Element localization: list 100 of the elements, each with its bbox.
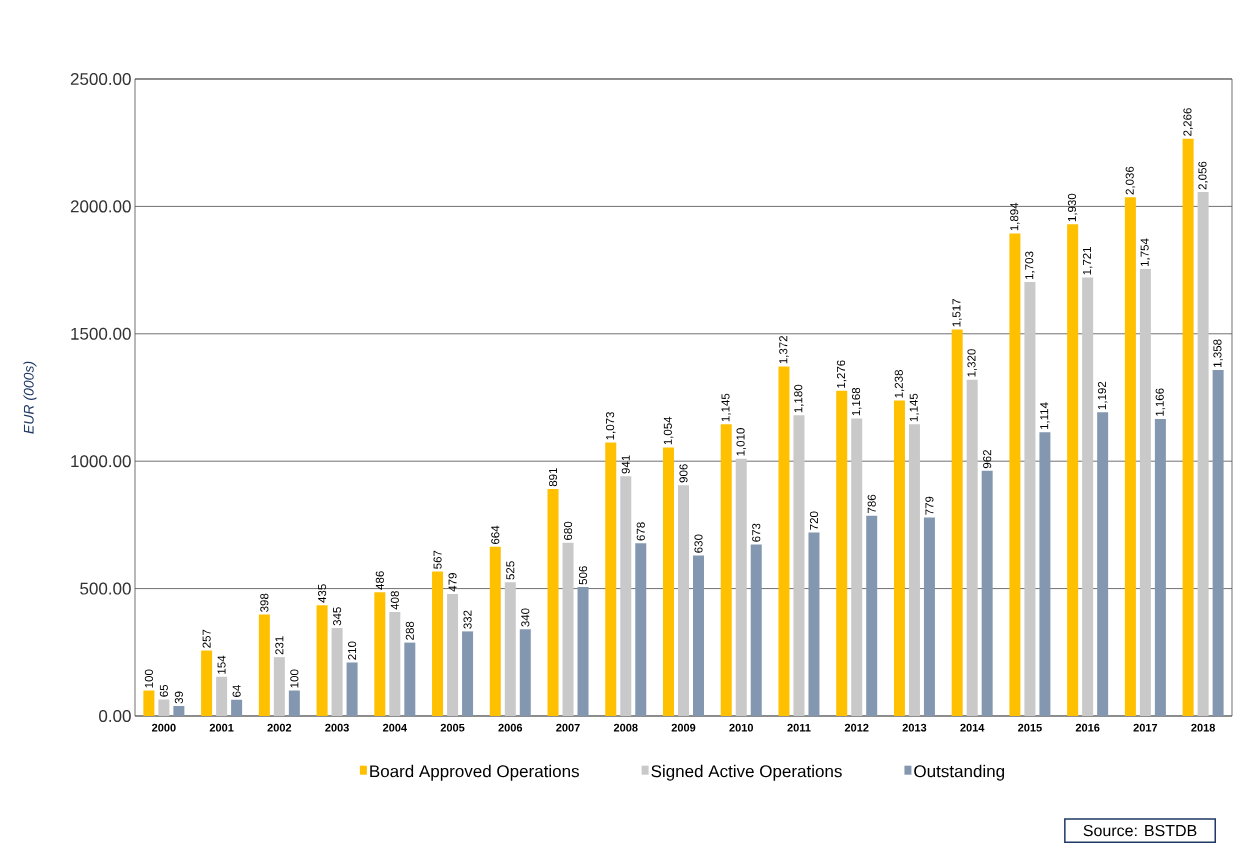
bar — [173, 706, 185, 716]
bar — [432, 571, 444, 716]
bar — [981, 470, 993, 716]
data-label: 1,145 — [721, 393, 731, 422]
data-label: 64 — [232, 685, 241, 697]
data-label: 398 — [260, 593, 269, 612]
source-note: Source: BSTDB — [1083, 824, 1197, 837]
x-tick-label: 2018 — [1191, 723, 1215, 732]
data-label: 1,930 — [1067, 193, 1078, 222]
bar — [735, 458, 747, 716]
bar — [1154, 418, 1166, 716]
x-tick-label: 2000 — [152, 723, 176, 732]
data-label: 1,703 — [1025, 251, 1035, 279]
data-label: 100 — [290, 669, 299, 688]
bar — [678, 485, 689, 716]
data-label: 906 — [679, 464, 688, 483]
bar — [201, 650, 213, 716]
x-tick-label: 2002 — [267, 723, 292, 732]
bar — [389, 612, 401, 716]
data-label: 1,276 — [836, 360, 847, 388]
data-label: 1,238 — [894, 370, 905, 398]
bar — [216, 676, 228, 716]
data-label: 1,320 — [967, 349, 977, 377]
bar — [1009, 233, 1021, 716]
data-label: 332 — [463, 610, 472, 629]
bar — [1212, 369, 1224, 716]
data-label: 154 — [217, 655, 226, 674]
y-tick-label: 1500.00 — [71, 327, 131, 340]
bar — [231, 699, 243, 716]
data-label: 630 — [694, 534, 703, 553]
bar — [720, 424, 732, 716]
data-label: 65 — [159, 684, 168, 697]
x-tick-label: 2016 — [1075, 723, 1100, 732]
bar — [893, 400, 905, 716]
bar — [923, 517, 935, 716]
y-axis-title: EUR (000s) — [23, 361, 37, 434]
data-label: 210 — [348, 641, 357, 660]
bar — [778, 366, 790, 716]
x-tick-label: 2010 — [729, 723, 754, 732]
data-label: 567 — [433, 550, 442, 569]
bar — [908, 424, 920, 716]
legend-label: Board Approved Operations — [370, 764, 579, 781]
data-label: 1,358 — [1213, 339, 1223, 367]
bar — [1097, 412, 1109, 716]
bar — [1024, 282, 1036, 716]
x-tick-label: 2014 — [960, 723, 985, 732]
x-tick-label: 2011 — [787, 723, 811, 732]
data-label: 1,054 — [663, 416, 674, 445]
x-tick-label: 2012 — [844, 723, 869, 732]
data-label: 1,114 — [1040, 402, 1050, 430]
data-label: 1,145 — [909, 393, 920, 422]
data-label: 1,721 — [1082, 247, 1093, 275]
bar — [951, 329, 963, 716]
data-label: 941 — [621, 455, 630, 474]
bar — [1182, 138, 1194, 716]
data-label: 673 — [752, 523, 761, 542]
bar — [143, 690, 155, 716]
bar — [1197, 192, 1209, 716]
bar — [562, 542, 574, 716]
x-tick-label: 2003 — [325, 723, 349, 732]
bar — [346, 662, 358, 716]
bar — [620, 476, 632, 716]
legend-label: Signed Active Operations — [651, 764, 842, 781]
data-label: 288 — [405, 621, 414, 640]
y-tick-label: 2500.00 — [70, 72, 131, 86]
bar — [635, 543, 647, 716]
bar — [693, 555, 704, 716]
bar — [519, 629, 531, 716]
data-label: 720 — [809, 511, 819, 530]
bar — [605, 442, 617, 716]
data-label: 39 — [174, 691, 183, 704]
data-label: 2,056 — [1198, 161, 1208, 190]
x-tick-label: 2007 — [556, 723, 580, 732]
x-tick-label: 2005 — [440, 723, 465, 732]
bar — [808, 532, 820, 716]
data-label: 257 — [202, 629, 211, 648]
data-label: 408 — [390, 591, 399, 610]
bar — [1039, 432, 1051, 716]
bar — [316, 605, 328, 716]
data-label: 340 — [521, 608, 530, 627]
y-tick-label: 0.00 — [99, 709, 131, 723]
data-label: 479 — [448, 573, 457, 592]
data-label: 779 — [925, 496, 934, 515]
data-label: 2,036 — [1125, 166, 1136, 195]
data-label: 486 — [375, 571, 384, 590]
data-label: 678 — [636, 522, 645, 541]
bar — [577, 587, 589, 716]
bar — [404, 642, 416, 716]
bar — [258, 614, 270, 716]
data-label: 1,073 — [606, 412, 616, 440]
data-label: 680 — [563, 521, 573, 540]
data-label: 891 — [548, 468, 558, 487]
bar — [331, 628, 343, 716]
y-tick-label: 2000.00 — [70, 200, 131, 213]
bar — [447, 593, 459, 716]
data-label: 231 — [275, 636, 284, 655]
data-label: 962 — [983, 450, 992, 469]
data-label: 1,372 — [779, 336, 789, 364]
legend-label: Outstanding — [914, 764, 1005, 781]
data-label: 1,894 — [1010, 202, 1020, 231]
